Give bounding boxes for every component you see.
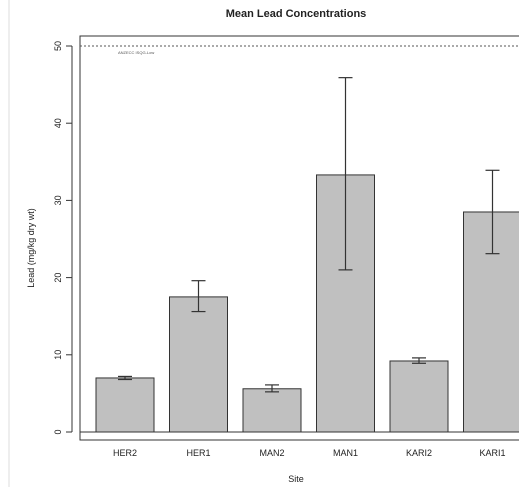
y-axis-label: Lead (mg/kg dry wt) (26, 208, 36, 288)
reference-line-label: ANZECC ISQG-Low (118, 50, 154, 55)
x-tick-label: HER2 (113, 448, 137, 458)
bar-her2 (96, 378, 154, 432)
y-tick-label: 10 (53, 350, 63, 360)
x-tick-label: HER1 (186, 448, 210, 458)
chart-title: Mean Lead Concentrations (226, 8, 367, 20)
bar-her1 (170, 297, 228, 432)
y-tick-label: 50 (53, 41, 63, 51)
bar-man2 (243, 389, 301, 432)
y-tick-label: 40 (53, 118, 63, 128)
bar-kari2 (390, 361, 448, 432)
y-tick-label: 30 (53, 195, 63, 205)
y-tick-label: 0 (53, 429, 63, 434)
x-tick-label: MAN2 (259, 448, 284, 458)
x-axis-label: Site (288, 474, 304, 484)
x-tick-label: MAN1 (333, 448, 358, 458)
bar-kari1 (464, 212, 519, 432)
y-tick-label: 20 (53, 273, 63, 283)
x-tick-label: KARI2 (406, 448, 432, 458)
x-tick-label: KARI1 (479, 448, 505, 458)
